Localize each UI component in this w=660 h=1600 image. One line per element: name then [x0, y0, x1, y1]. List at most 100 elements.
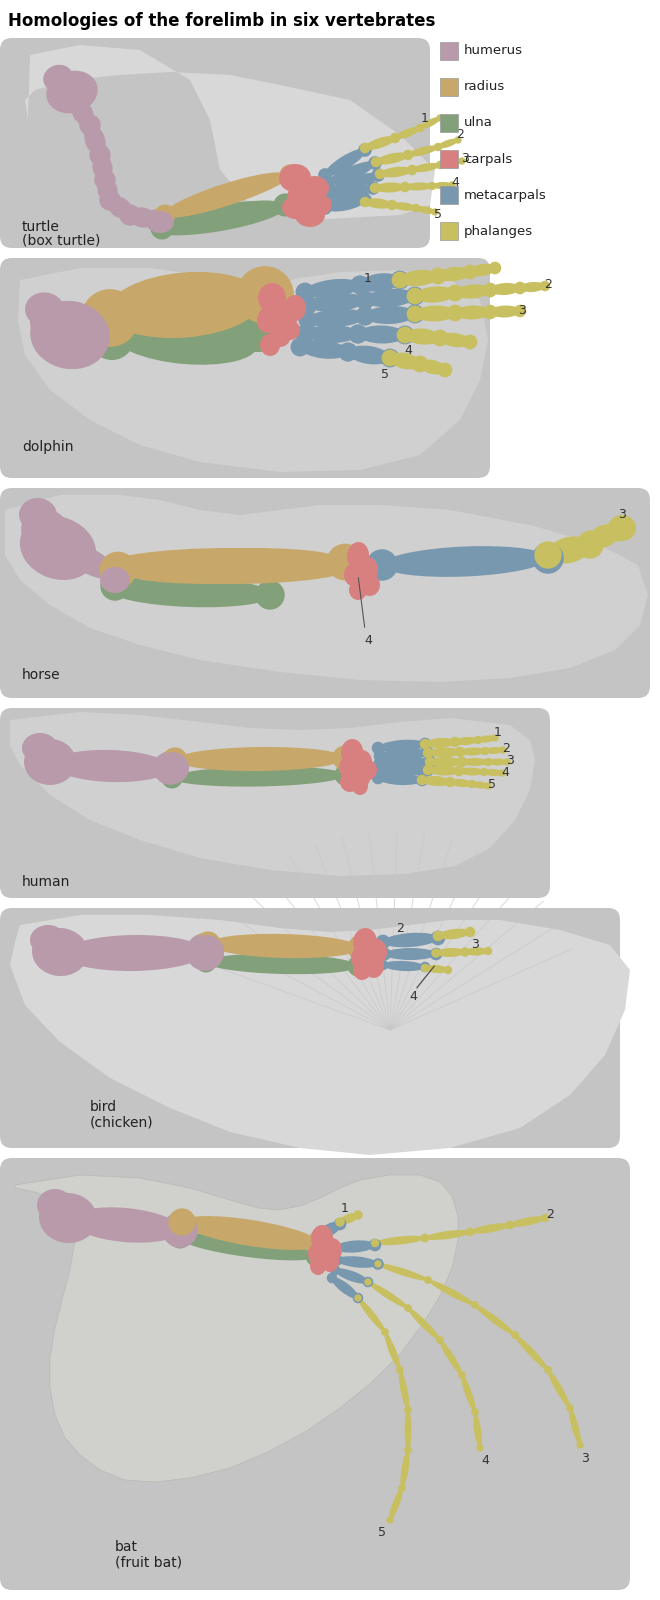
- Ellipse shape: [399, 1485, 406, 1491]
- Ellipse shape: [416, 206, 435, 214]
- Ellipse shape: [405, 304, 424, 323]
- Ellipse shape: [454, 766, 464, 776]
- Ellipse shape: [548, 1370, 570, 1408]
- Polygon shape: [25, 45, 435, 219]
- FancyBboxPatch shape: [0, 258, 490, 478]
- Ellipse shape: [195, 931, 220, 957]
- Ellipse shape: [412, 357, 428, 371]
- Ellipse shape: [380, 166, 412, 178]
- Ellipse shape: [484, 306, 496, 318]
- Text: bird: bird: [90, 1101, 117, 1114]
- Ellipse shape: [376, 934, 390, 949]
- Ellipse shape: [347, 936, 373, 960]
- Ellipse shape: [415, 306, 455, 322]
- Ellipse shape: [356, 291, 374, 309]
- Ellipse shape: [433, 931, 444, 941]
- Text: 2: 2: [502, 741, 510, 755]
- Ellipse shape: [52, 534, 78, 562]
- Ellipse shape: [323, 184, 337, 198]
- Ellipse shape: [376, 152, 408, 165]
- Ellipse shape: [331, 1254, 343, 1266]
- Ellipse shape: [352, 1293, 363, 1304]
- Ellipse shape: [423, 765, 433, 776]
- Ellipse shape: [366, 181, 379, 195]
- Ellipse shape: [365, 290, 415, 307]
- Ellipse shape: [348, 325, 368, 344]
- Ellipse shape: [372, 1258, 383, 1270]
- Ellipse shape: [372, 771, 384, 784]
- Ellipse shape: [366, 549, 398, 581]
- Ellipse shape: [484, 947, 492, 955]
- Ellipse shape: [20, 515, 96, 581]
- Ellipse shape: [344, 563, 366, 587]
- Ellipse shape: [335, 1269, 368, 1283]
- Ellipse shape: [381, 349, 399, 368]
- Ellipse shape: [295, 203, 325, 227]
- Ellipse shape: [504, 758, 511, 766]
- Ellipse shape: [436, 162, 444, 168]
- Ellipse shape: [465, 947, 488, 955]
- Ellipse shape: [576, 531, 604, 558]
- Ellipse shape: [412, 205, 420, 211]
- Ellipse shape: [432, 182, 452, 189]
- Text: 2: 2: [544, 277, 552, 291]
- Ellipse shape: [458, 1371, 466, 1379]
- Ellipse shape: [305, 325, 358, 342]
- Ellipse shape: [418, 738, 431, 750]
- Ellipse shape: [341, 739, 363, 765]
- Ellipse shape: [100, 189, 121, 211]
- Ellipse shape: [100, 189, 121, 211]
- Text: radius: radius: [464, 80, 506, 93]
- Ellipse shape: [365, 939, 387, 965]
- Ellipse shape: [459, 768, 484, 776]
- Ellipse shape: [163, 173, 287, 218]
- Ellipse shape: [395, 325, 414, 344]
- Ellipse shape: [399, 1370, 409, 1410]
- Ellipse shape: [401, 182, 409, 192]
- Ellipse shape: [541, 1214, 549, 1222]
- Ellipse shape: [360, 142, 370, 154]
- Ellipse shape: [405, 1304, 412, 1312]
- Ellipse shape: [420, 117, 440, 130]
- Ellipse shape: [416, 774, 428, 786]
- Ellipse shape: [365, 306, 415, 325]
- Ellipse shape: [474, 736, 482, 744]
- Ellipse shape: [182, 1216, 320, 1250]
- Ellipse shape: [356, 307, 374, 325]
- Ellipse shape: [506, 1221, 514, 1229]
- Ellipse shape: [447, 286, 463, 301]
- Ellipse shape: [447, 306, 463, 320]
- Ellipse shape: [389, 1488, 403, 1520]
- Ellipse shape: [421, 1234, 429, 1242]
- Ellipse shape: [52, 750, 170, 782]
- Ellipse shape: [90, 315, 134, 360]
- Ellipse shape: [79, 115, 100, 136]
- Ellipse shape: [468, 779, 477, 789]
- Ellipse shape: [188, 934, 224, 970]
- Ellipse shape: [118, 549, 345, 584]
- Ellipse shape: [488, 758, 507, 765]
- Text: 3: 3: [471, 939, 479, 952]
- Ellipse shape: [445, 776, 455, 787]
- Ellipse shape: [300, 341, 348, 358]
- Ellipse shape: [473, 1411, 482, 1448]
- Ellipse shape: [375, 1235, 425, 1245]
- Ellipse shape: [65, 90, 86, 110]
- Ellipse shape: [380, 749, 428, 760]
- Ellipse shape: [478, 736, 495, 742]
- Ellipse shape: [71, 99, 94, 126]
- Ellipse shape: [498, 770, 506, 776]
- Ellipse shape: [471, 1408, 478, 1416]
- Ellipse shape: [353, 928, 377, 955]
- Ellipse shape: [424, 1277, 432, 1283]
- Ellipse shape: [390, 352, 420, 370]
- FancyBboxPatch shape: [0, 488, 650, 698]
- Ellipse shape: [451, 738, 459, 746]
- Ellipse shape: [455, 285, 490, 299]
- Ellipse shape: [506, 1221, 514, 1229]
- Ellipse shape: [416, 125, 424, 131]
- Text: Homologies of the forelimb in six vertebrates: Homologies of the forelimb in six verteb…: [8, 11, 436, 30]
- Ellipse shape: [328, 186, 373, 203]
- Ellipse shape: [358, 325, 405, 344]
- Ellipse shape: [162, 1213, 198, 1248]
